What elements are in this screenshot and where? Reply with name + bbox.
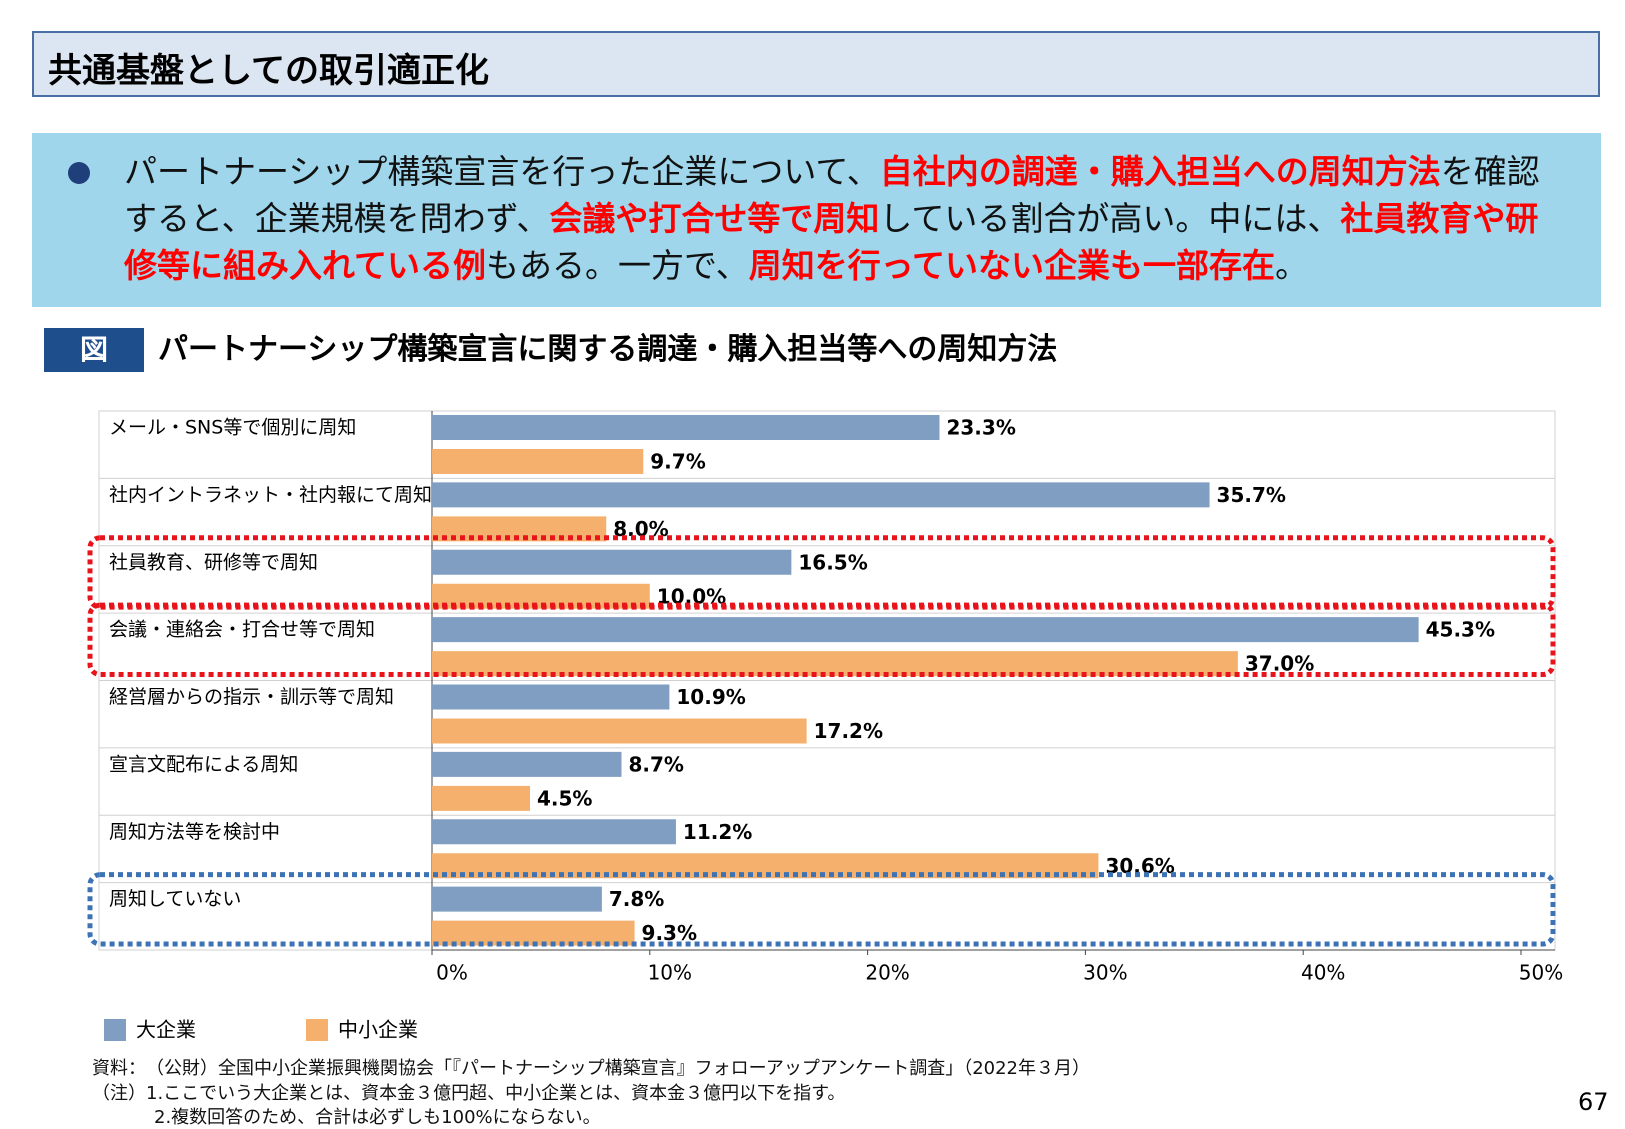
bar bbox=[432, 415, 940, 440]
header-title: 共通基盤としての取引適正化 bbox=[48, 51, 489, 91]
figure-label: 図 bbox=[44, 328, 144, 372]
x-tick-label: 30% bbox=[1083, 961, 1127, 985]
value-label: 9.3% bbox=[642, 921, 697, 945]
text: 。 bbox=[1275, 246, 1309, 285]
summary-band bbox=[32, 133, 1601, 307]
text: を確認すると、企業規模を問わず、 bbox=[124, 152, 1540, 238]
bar bbox=[432, 819, 676, 845]
bar bbox=[432, 853, 1099, 879]
page-number: 67 bbox=[1578, 1088, 1609, 1116]
emphasis-text: 自社内の調達・購入担当への周知方法 bbox=[879, 152, 1441, 191]
emphasis-text: 社員教育や研修等に組み入れている例 bbox=[124, 199, 1539, 285]
x-tick-label: 10% bbox=[648, 961, 692, 985]
value-label: 23.3% bbox=[946, 416, 1015, 440]
highlight-box bbox=[87, 872, 1556, 947]
category-label: 社員教育、研修等で周知 bbox=[109, 551, 318, 573]
legend-label: 大企業 bbox=[136, 1018, 196, 1042]
bar bbox=[432, 482, 1210, 508]
legend-swatch bbox=[306, 1019, 328, 1041]
bar bbox=[432, 718, 807, 744]
x-tick-label: 20% bbox=[865, 961, 909, 985]
value-label: 11.2% bbox=[683, 820, 752, 844]
category-label: 宣言文配布による周知 bbox=[109, 753, 298, 775]
value-label: 37.0% bbox=[1245, 652, 1314, 676]
value-label: 17.2% bbox=[814, 719, 883, 743]
header: 共通基盤としての取引適正化 bbox=[32, 31, 1600, 97]
bar bbox=[432, 617, 1419, 643]
text: している割合が高い。中には、 bbox=[879, 199, 1341, 238]
value-label: 9.7% bbox=[650, 450, 705, 474]
text: もある。一方で、 bbox=[486, 246, 749, 285]
bar bbox=[432, 549, 792, 575]
bar bbox=[432, 449, 644, 474]
text: パートナーシップ構築宣言を行った企業について、 bbox=[124, 152, 880, 191]
x-tick-label: 40% bbox=[1301, 961, 1345, 985]
legend-swatch bbox=[104, 1019, 126, 1041]
highlight-box bbox=[87, 602, 1556, 677]
bar bbox=[432, 651, 1238, 677]
category-label: メール・SNS等で個別に周知 bbox=[109, 417, 356, 439]
x-tick-label: 50% bbox=[1519, 961, 1563, 985]
category-label: 社内イントラネット・社内報にて周知 bbox=[109, 484, 432, 506]
summary-text: パートナーシップ構築宣言を行った企業について、自社内の調達・購入担当への周知方法… bbox=[124, 148, 1564, 289]
bar bbox=[432, 785, 531, 811]
note: 2.複数回答のため、合計は必ずしも100%にならない。 bbox=[154, 1107, 601, 1128]
category-label: 会議・連絡会・打合せ等で周知 bbox=[109, 619, 375, 641]
bullet-dot bbox=[68, 162, 90, 184]
value-label: 8.7% bbox=[628, 752, 683, 776]
bar bbox=[432, 684, 670, 710]
bar bbox=[432, 886, 602, 912]
category-label: 経営層からの指示・訓示等で周知 bbox=[109, 686, 394, 708]
note: （注）1.ここでいう大企業とは、資本金３億円超、中小企業とは、資本金３億円以下を… bbox=[92, 1083, 846, 1104]
x-tick-label: 0% bbox=[436, 961, 468, 985]
emphasis-text: 周知を行っていない企業も一部存在 bbox=[748, 246, 1276, 285]
emphasis-text: 会議や打合せ等で周知 bbox=[549, 199, 880, 238]
legend-label: 中小企業 bbox=[338, 1018, 418, 1042]
source: 資料： （公財）全国中小企業振興機関協会「『パートナーシップ構築宣言』フォローア… bbox=[92, 1058, 1091, 1079]
value-label: 16.5% bbox=[798, 550, 867, 574]
bar bbox=[432, 751, 622, 777]
figure-title: パートナーシップ構築宣言に関する調達・購入担当等への周知方法 bbox=[158, 332, 1058, 367]
bar bbox=[432, 920, 635, 946]
value-label: 45.3% bbox=[1426, 618, 1495, 642]
category-label: 周知していない bbox=[109, 888, 241, 910]
category-label: 周知方法等を検討中 bbox=[109, 821, 280, 843]
value-label: 7.8% bbox=[609, 887, 664, 911]
value-label: 10.9% bbox=[676, 685, 745, 709]
value-label: 35.7% bbox=[1217, 483, 1286, 507]
value-label: 4.5% bbox=[537, 786, 592, 810]
